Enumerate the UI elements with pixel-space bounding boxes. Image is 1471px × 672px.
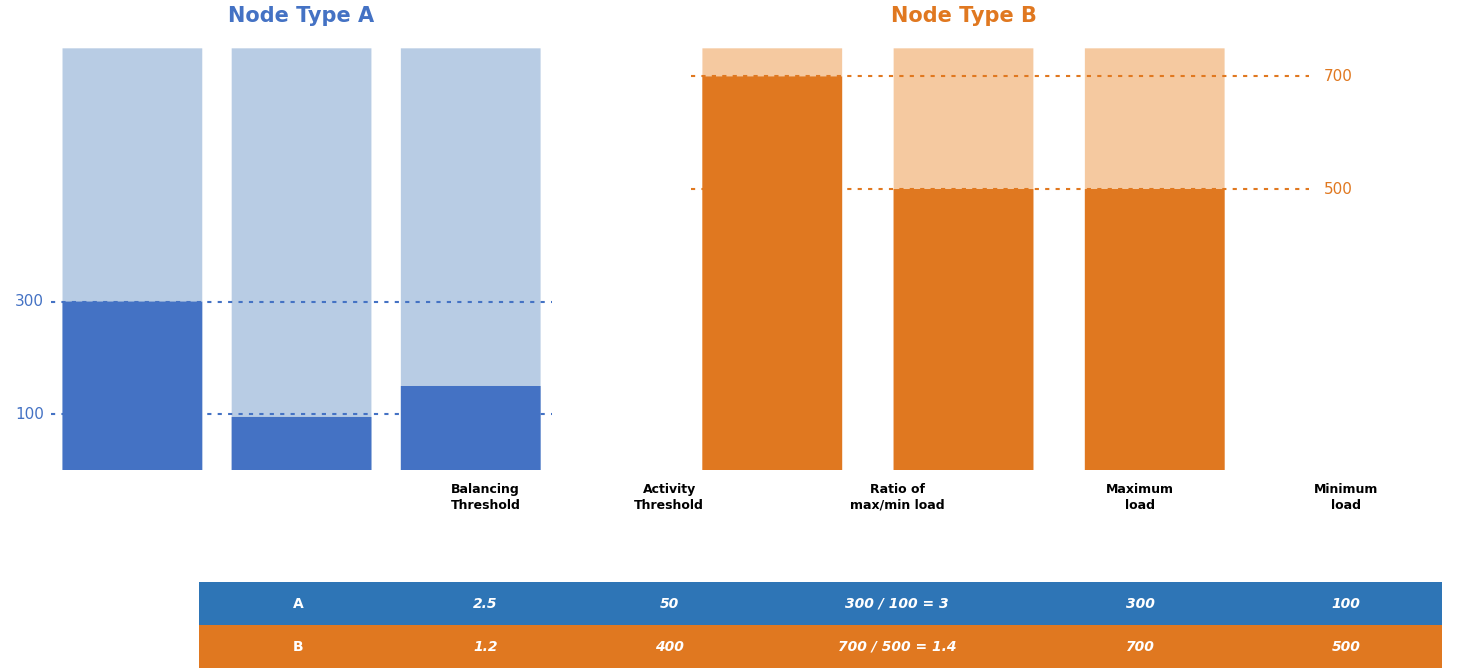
FancyBboxPatch shape (231, 417, 371, 470)
Text: 700: 700 (1125, 640, 1155, 654)
Text: Balancing
Threshold: Balancing Threshold (450, 483, 521, 512)
Text: 2.5: 2.5 (474, 597, 497, 611)
Text: 500: 500 (1331, 640, 1361, 654)
FancyBboxPatch shape (400, 48, 541, 470)
FancyBboxPatch shape (894, 189, 1033, 470)
FancyBboxPatch shape (703, 48, 841, 470)
Text: Minimum
load: Minimum load (1314, 483, 1378, 512)
Text: 500: 500 (1324, 181, 1353, 196)
FancyBboxPatch shape (400, 386, 541, 470)
Text: Maximum
load: Maximum load (1106, 483, 1174, 512)
Bar (199, 583, 1442, 625)
Text: 1.2: 1.2 (474, 640, 497, 654)
FancyBboxPatch shape (62, 302, 203, 470)
Text: 100: 100 (15, 407, 44, 421)
FancyBboxPatch shape (1084, 48, 1224, 470)
Text: 400: 400 (655, 640, 684, 654)
Text: Node Type A: Node Type A (228, 6, 375, 26)
FancyBboxPatch shape (894, 48, 1033, 470)
FancyBboxPatch shape (231, 48, 371, 470)
Text: Ratio of
max/min load: Ratio of max/min load (850, 483, 944, 512)
Text: 700 / 500 = 1.4: 700 / 500 = 1.4 (838, 640, 956, 654)
Text: 50: 50 (659, 597, 680, 611)
Text: 300 / 100 = 3: 300 / 100 = 3 (846, 597, 949, 611)
FancyBboxPatch shape (1084, 189, 1224, 470)
Text: Node Type B: Node Type B (890, 6, 1037, 26)
Text: 100: 100 (1331, 597, 1361, 611)
Text: 700: 700 (1324, 69, 1353, 84)
FancyBboxPatch shape (62, 48, 203, 470)
Text: Activity
Threshold: Activity Threshold (634, 483, 705, 512)
Text: 300: 300 (15, 294, 44, 309)
Text: A: A (293, 597, 303, 611)
Text: 300: 300 (1125, 597, 1155, 611)
FancyBboxPatch shape (703, 77, 841, 470)
Text: B: B (293, 640, 303, 654)
Bar (199, 625, 1442, 668)
